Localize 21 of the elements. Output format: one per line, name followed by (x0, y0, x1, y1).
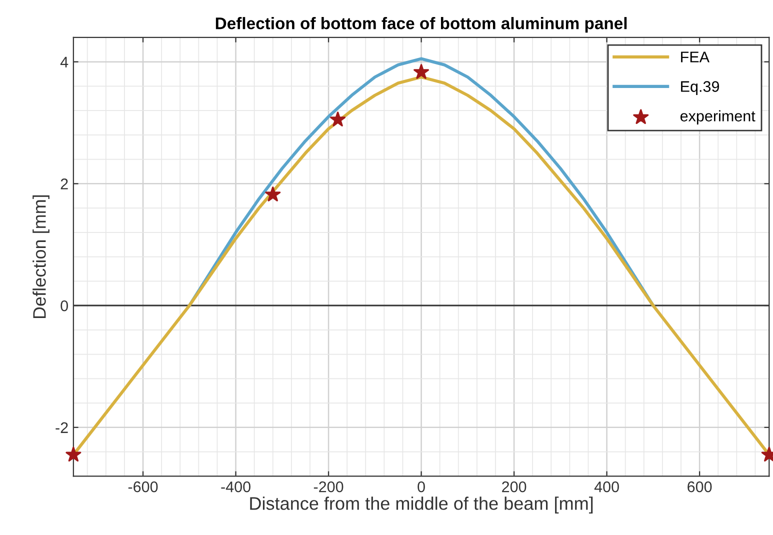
x-tick-label: -400 (221, 481, 250, 492)
point (265, 186, 281, 202)
legend-label: FEA (681, 52, 710, 62)
x-tick-label: -200 (314, 481, 344, 492)
x-tick-label: -600 (128, 481, 158, 492)
y-tick-label: 4 (60, 56, 68, 68)
y-tick-label: 2 (60, 178, 68, 190)
point (66, 446, 82, 462)
x-axis-title: Distance from the middle of the beam [mm] (250, 496, 593, 514)
y-axis-title: Deflection [mm] (32, 195, 50, 318)
y-tick-label: -2 (56, 422, 68, 433)
x-tick-label: 0 (418, 481, 425, 492)
chart-title: Deflection of bottom face of bottom aluminum panel (216, 17, 627, 33)
legend-label: Eq.39 (681, 81, 720, 95)
x-tick-label: 200 (502, 481, 526, 492)
x-tick-label: 600 (688, 481, 712, 492)
legend-label: experiment (680, 110, 756, 124)
y-tick-label: 0 (60, 300, 68, 312)
point (330, 112, 346, 126)
point (414, 64, 430, 79)
x-tick-label: 400 (594, 481, 619, 492)
